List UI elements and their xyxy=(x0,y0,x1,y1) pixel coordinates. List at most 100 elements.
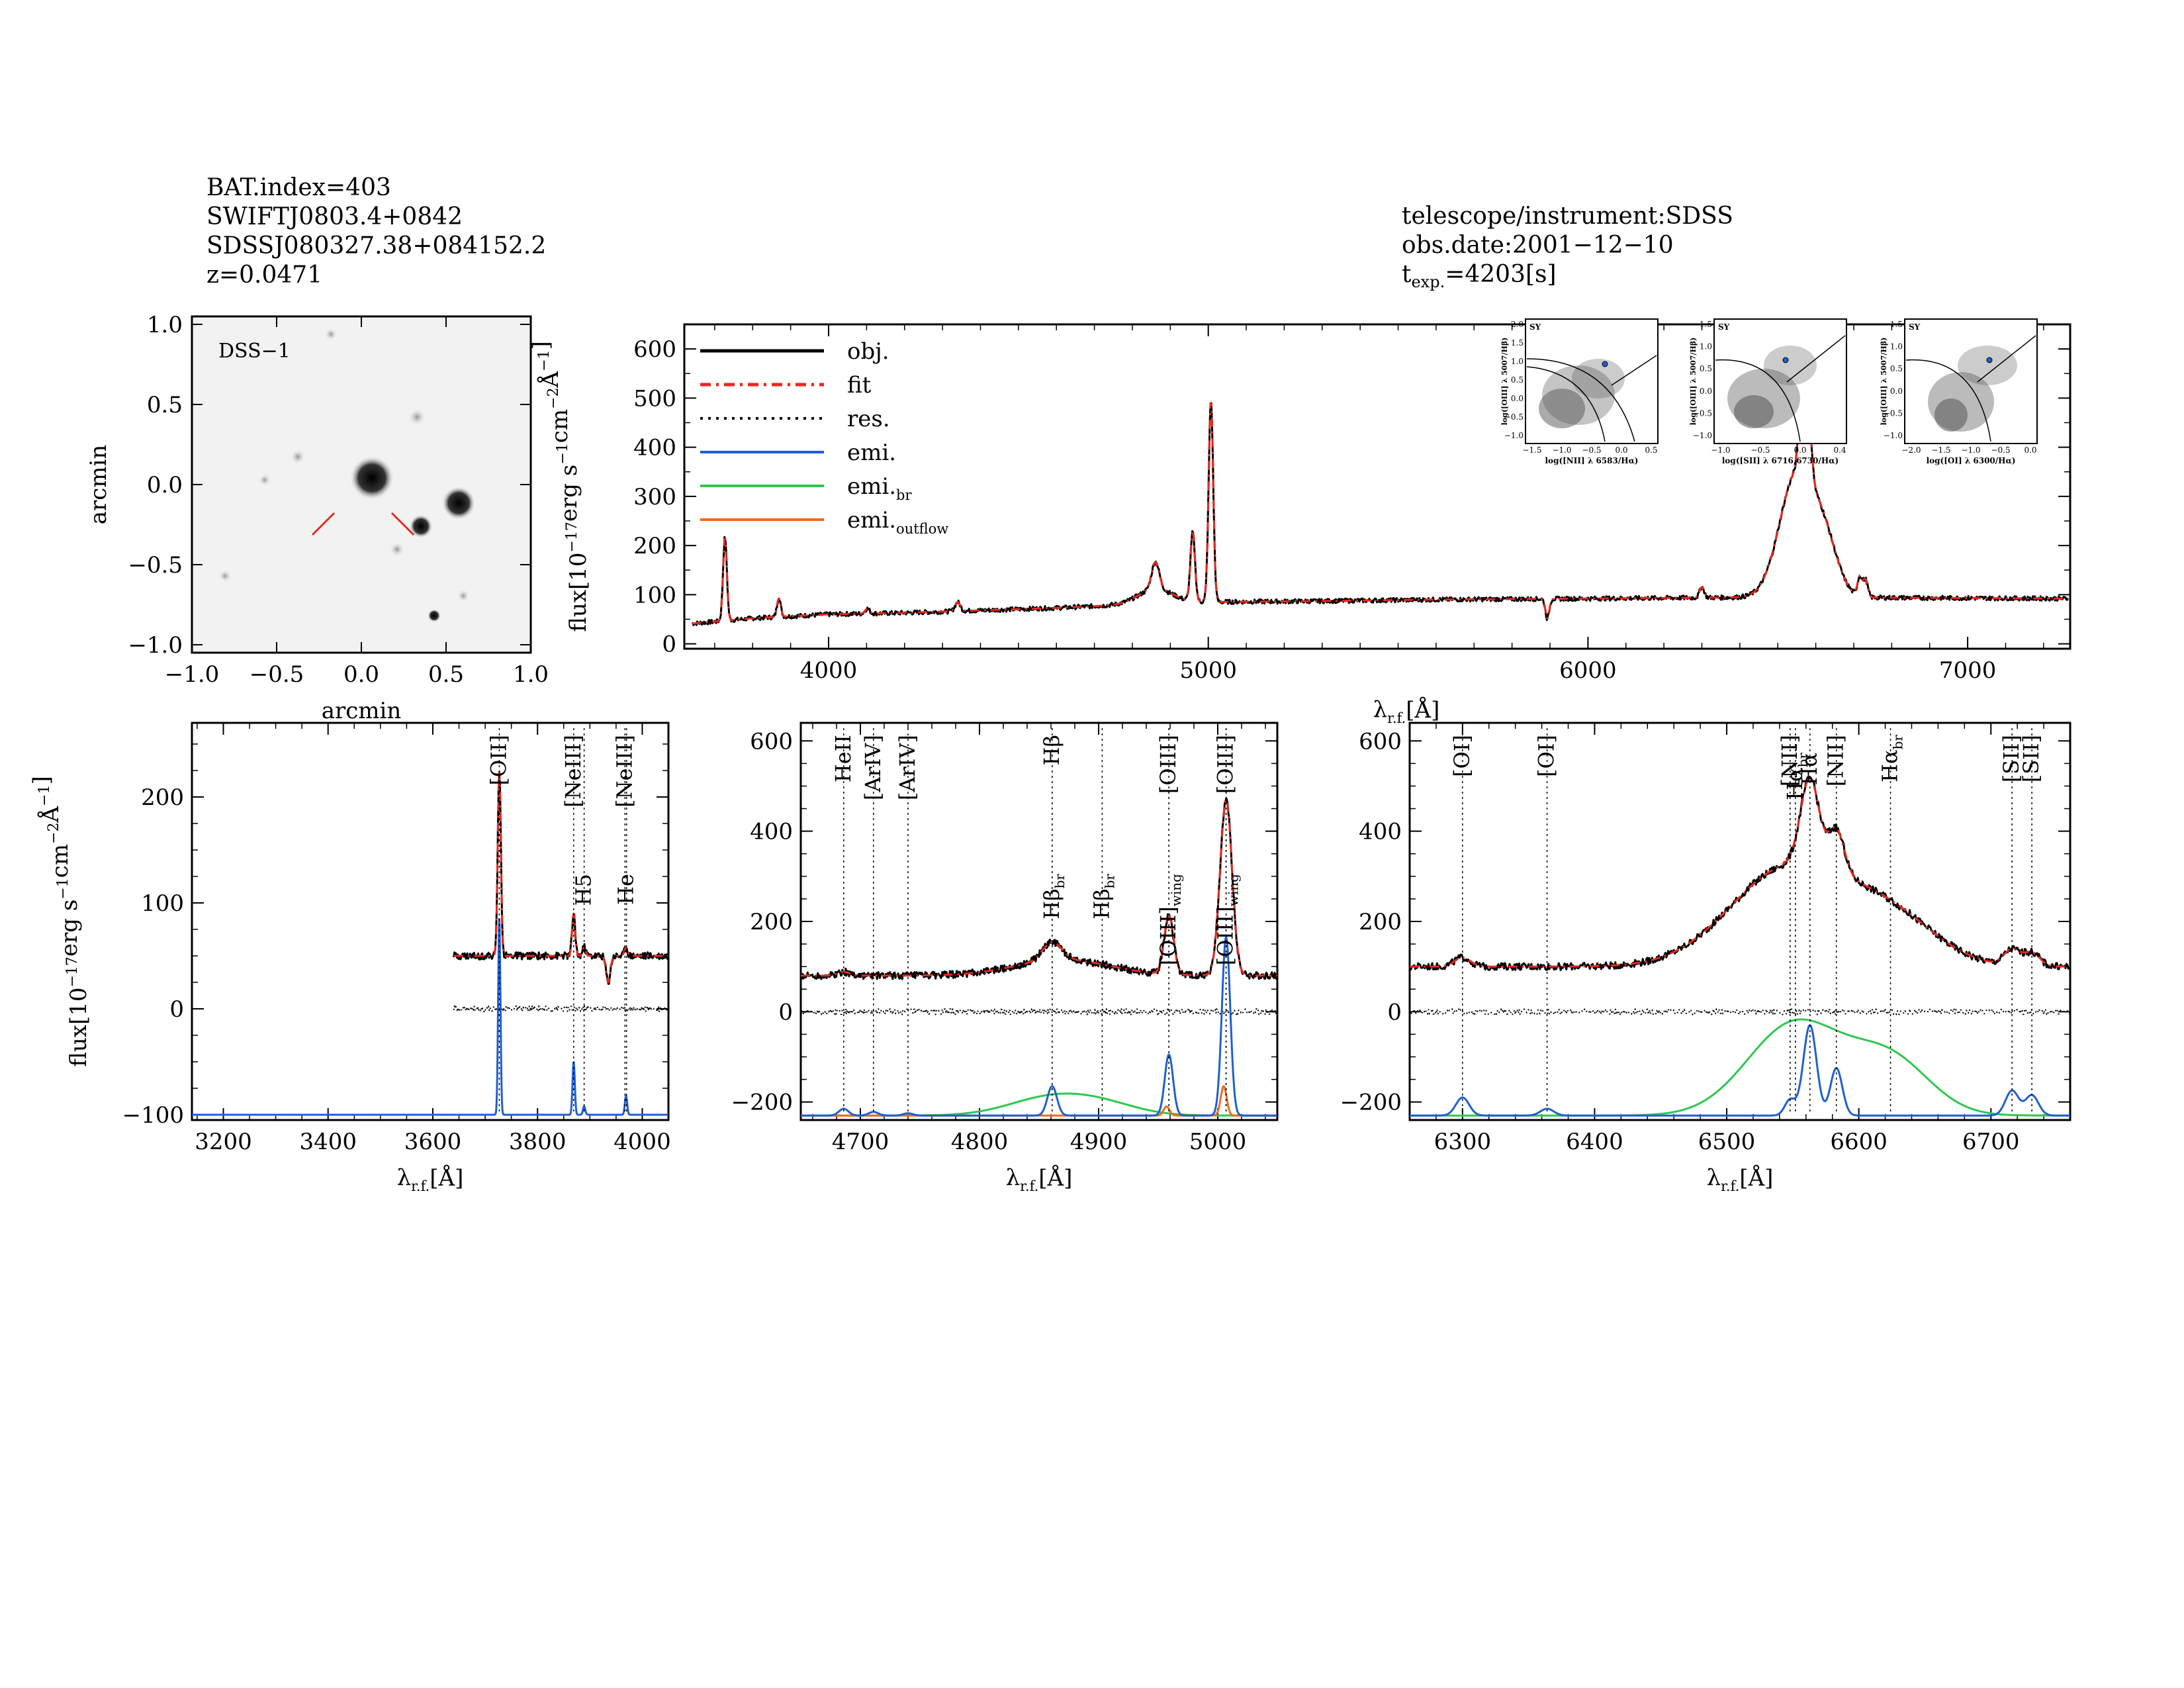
bpt-x-tick-label: 0.0 xyxy=(2024,445,2036,455)
x-tick-label: 3800 xyxy=(509,1129,567,1155)
line-marker-label: Hαbr xyxy=(1878,735,1906,782)
bpt-demarcation-curve xyxy=(1715,359,1801,442)
obj-spectrum xyxy=(799,797,1279,980)
lambda-axis-label: λr.f.[Å] xyxy=(1707,1164,1774,1194)
x-tick-label: 4800 xyxy=(951,1129,1009,1155)
x-tick-label: 4700 xyxy=(832,1129,889,1155)
bpt-demarcation-curve xyxy=(1526,366,1606,442)
line-marker-label: [NeIII] xyxy=(612,735,637,808)
oii-region-panel: 3200 3400 3600 3800 4000 −100 0 100 200 flux[10−1… xyxy=(28,722,671,1194)
x-tick-label: 6500 xyxy=(1698,1129,1756,1155)
bpt-y-tick-label: 2.0 xyxy=(1511,320,1524,329)
x-tick-label: 4900 xyxy=(1070,1129,1128,1155)
lambda-axis-label: λr.f.[Å] xyxy=(397,1164,464,1194)
x-tick-label: 3200 xyxy=(195,1129,252,1155)
x-tick-label: 5000 xyxy=(1189,1129,1247,1155)
target-marker-right xyxy=(390,512,415,536)
bpt-x-tick-label: −0.5 xyxy=(1751,445,1770,455)
line-marker-label: [OI] xyxy=(1534,735,1559,777)
x-tick-label: 4000 xyxy=(800,657,858,684)
bpt-source-point xyxy=(1602,361,1608,367)
y-tick-label: 0 xyxy=(169,996,184,1023)
bpt-class-tag: SY xyxy=(1909,322,1921,332)
bpt-density-contour xyxy=(1764,346,1817,385)
broad-emission-component xyxy=(1409,1018,2071,1117)
bpt-x-tick-label: 0.0 xyxy=(1794,445,1806,455)
bpt-demarcation-curve xyxy=(1526,358,1635,442)
dss-xlabel: arcmin xyxy=(322,698,402,724)
bpt-y-tick-label: 0.5 xyxy=(1700,364,1712,373)
x-tick-label: 0.5 xyxy=(428,661,464,688)
narrow-emission-component xyxy=(800,936,1278,1117)
lambda-axis-label: λr.f.[Å] xyxy=(1373,696,1440,726)
halpha-region-panel: 6300 6400 6500 6600 6700 −200 0 200 400 600 λr.f.[… xyxy=(1340,722,2071,1194)
x-tick-label: 6600 xyxy=(1830,1129,1888,1155)
plot-frame xyxy=(1408,722,2071,1121)
x-tick-label: 3400 xyxy=(299,1129,357,1155)
bpt-x-tick-label: −1.0 xyxy=(1711,445,1730,455)
y-tick-label: 400 xyxy=(633,435,676,461)
bpt-diagrams: SY −1.5 −1.0 −0.5 0.0 0.5 2.0 1.5 1.0 0.5 0.0 −0.5 −… xyxy=(1500,318,2038,465)
bpt-y-tick-label: −1.0 xyxy=(1504,431,1524,440)
y-tick-label: 0.0 xyxy=(147,472,183,498)
bpt-x-tick-label: −2.0 xyxy=(1901,445,1921,455)
telescope-instrument: telescope/instrument:SDSS xyxy=(1402,203,1733,230)
y-tick-label: 600 xyxy=(633,336,676,363)
bpt-x-tick-label: 0.4 xyxy=(1833,445,1846,455)
bpt-panel-1: SY −1.5 −1.0 −0.5 0.0 0.5 2.0 1.5 1.0 0.5 0.0 −0.5 −… xyxy=(1500,318,1659,465)
bpt-y-tick-label: 0.5 xyxy=(1890,364,1903,373)
x-tick-label: 6400 xyxy=(1566,1129,1623,1155)
hbeta-region-panel: 4700 4800 4900 5000 −200 0 200 400 600 λr.f.[Å] He… xyxy=(731,722,1279,1194)
bpt-division-line xyxy=(1977,335,2036,383)
y-tick-label: −200 xyxy=(1340,1090,1402,1116)
bpt-y-tick-label: 1.0 xyxy=(1700,342,1712,352)
bpt-density-contour xyxy=(1572,359,1625,399)
fit-spectrum xyxy=(692,369,2068,625)
line-marker-label: Hα xyxy=(1797,753,1822,786)
line-marker-label: [OIII] xyxy=(1156,735,1181,794)
bpt-density-contour xyxy=(1734,395,1774,428)
bpt-y-tick-label: 1.5 xyxy=(1511,338,1524,348)
legend: obj. fit res. emi. emi.br emi.outflow xyxy=(700,338,948,537)
y-tick-label: 300 xyxy=(633,484,676,510)
bpt-frame xyxy=(1713,318,1847,444)
bpt-x-tick-label: 0.5 xyxy=(1645,445,1657,455)
bpt-x-tick-label: −1.5 xyxy=(1522,445,1541,455)
y-tick-label: 200 xyxy=(633,533,676,559)
line-marker-label: [NII] xyxy=(1823,735,1848,786)
x-tick-label: 6000 xyxy=(1559,657,1617,684)
fit-spectrum xyxy=(1409,776,2071,968)
y-tick-label: 100 xyxy=(633,582,676,608)
obs-date: obs.date:2001−12−10 xyxy=(1402,232,1674,259)
y-tick-label: 600 xyxy=(750,728,793,755)
dss-label: DSS−1 xyxy=(218,340,291,363)
bpt-density-contour xyxy=(1958,346,2017,385)
x-tick-label: 3600 xyxy=(404,1129,462,1155)
y-tick-label: 0 xyxy=(1387,999,1402,1025)
residual-spectrum xyxy=(1409,1008,2071,1015)
x-tick-label: 6300 xyxy=(1434,1129,1492,1155)
residual-spectrum xyxy=(453,1005,669,1013)
line-marker-label: [SII] xyxy=(1999,735,2024,782)
bpt-x-tick-label: −1.0 xyxy=(1552,445,1571,455)
residual-spectrum xyxy=(800,1008,1278,1015)
y-tick-label: 600 xyxy=(1359,728,1402,755)
y-tick-label: 400 xyxy=(1359,819,1402,845)
object-info: BAT.index=403 SWIFTJ0803.4+0842 SDSSJ080… xyxy=(206,173,546,290)
bpt-y-tick-label: 0.5 xyxy=(1511,375,1524,385)
legend-label-emi-outflow: emi.outflow xyxy=(847,507,948,537)
bpt-x-tick-label: −1.0 xyxy=(1961,445,1980,455)
lambda-axis-label: λr.f.[Å] xyxy=(1006,1164,1073,1194)
bpt-class-tag: SY xyxy=(1529,322,1541,332)
line-marker-label: [NeIII] xyxy=(561,735,586,808)
bpt-division-line xyxy=(1786,335,1846,383)
y-tick-label: −100 xyxy=(122,1102,184,1129)
y-tick-label: 400 xyxy=(750,819,793,845)
line-marker-label: [OII] xyxy=(486,735,511,785)
bpt-x-tick-label: −0.5 xyxy=(1991,445,2010,455)
line-marker-label: HeII xyxy=(831,735,856,782)
legend-label-res: res. xyxy=(847,406,890,432)
y-tick-label: 1.0 xyxy=(147,312,183,338)
bpt-x-tick-label: 0.0 xyxy=(1615,445,1627,455)
y-tick-label: 200 xyxy=(1359,909,1402,935)
